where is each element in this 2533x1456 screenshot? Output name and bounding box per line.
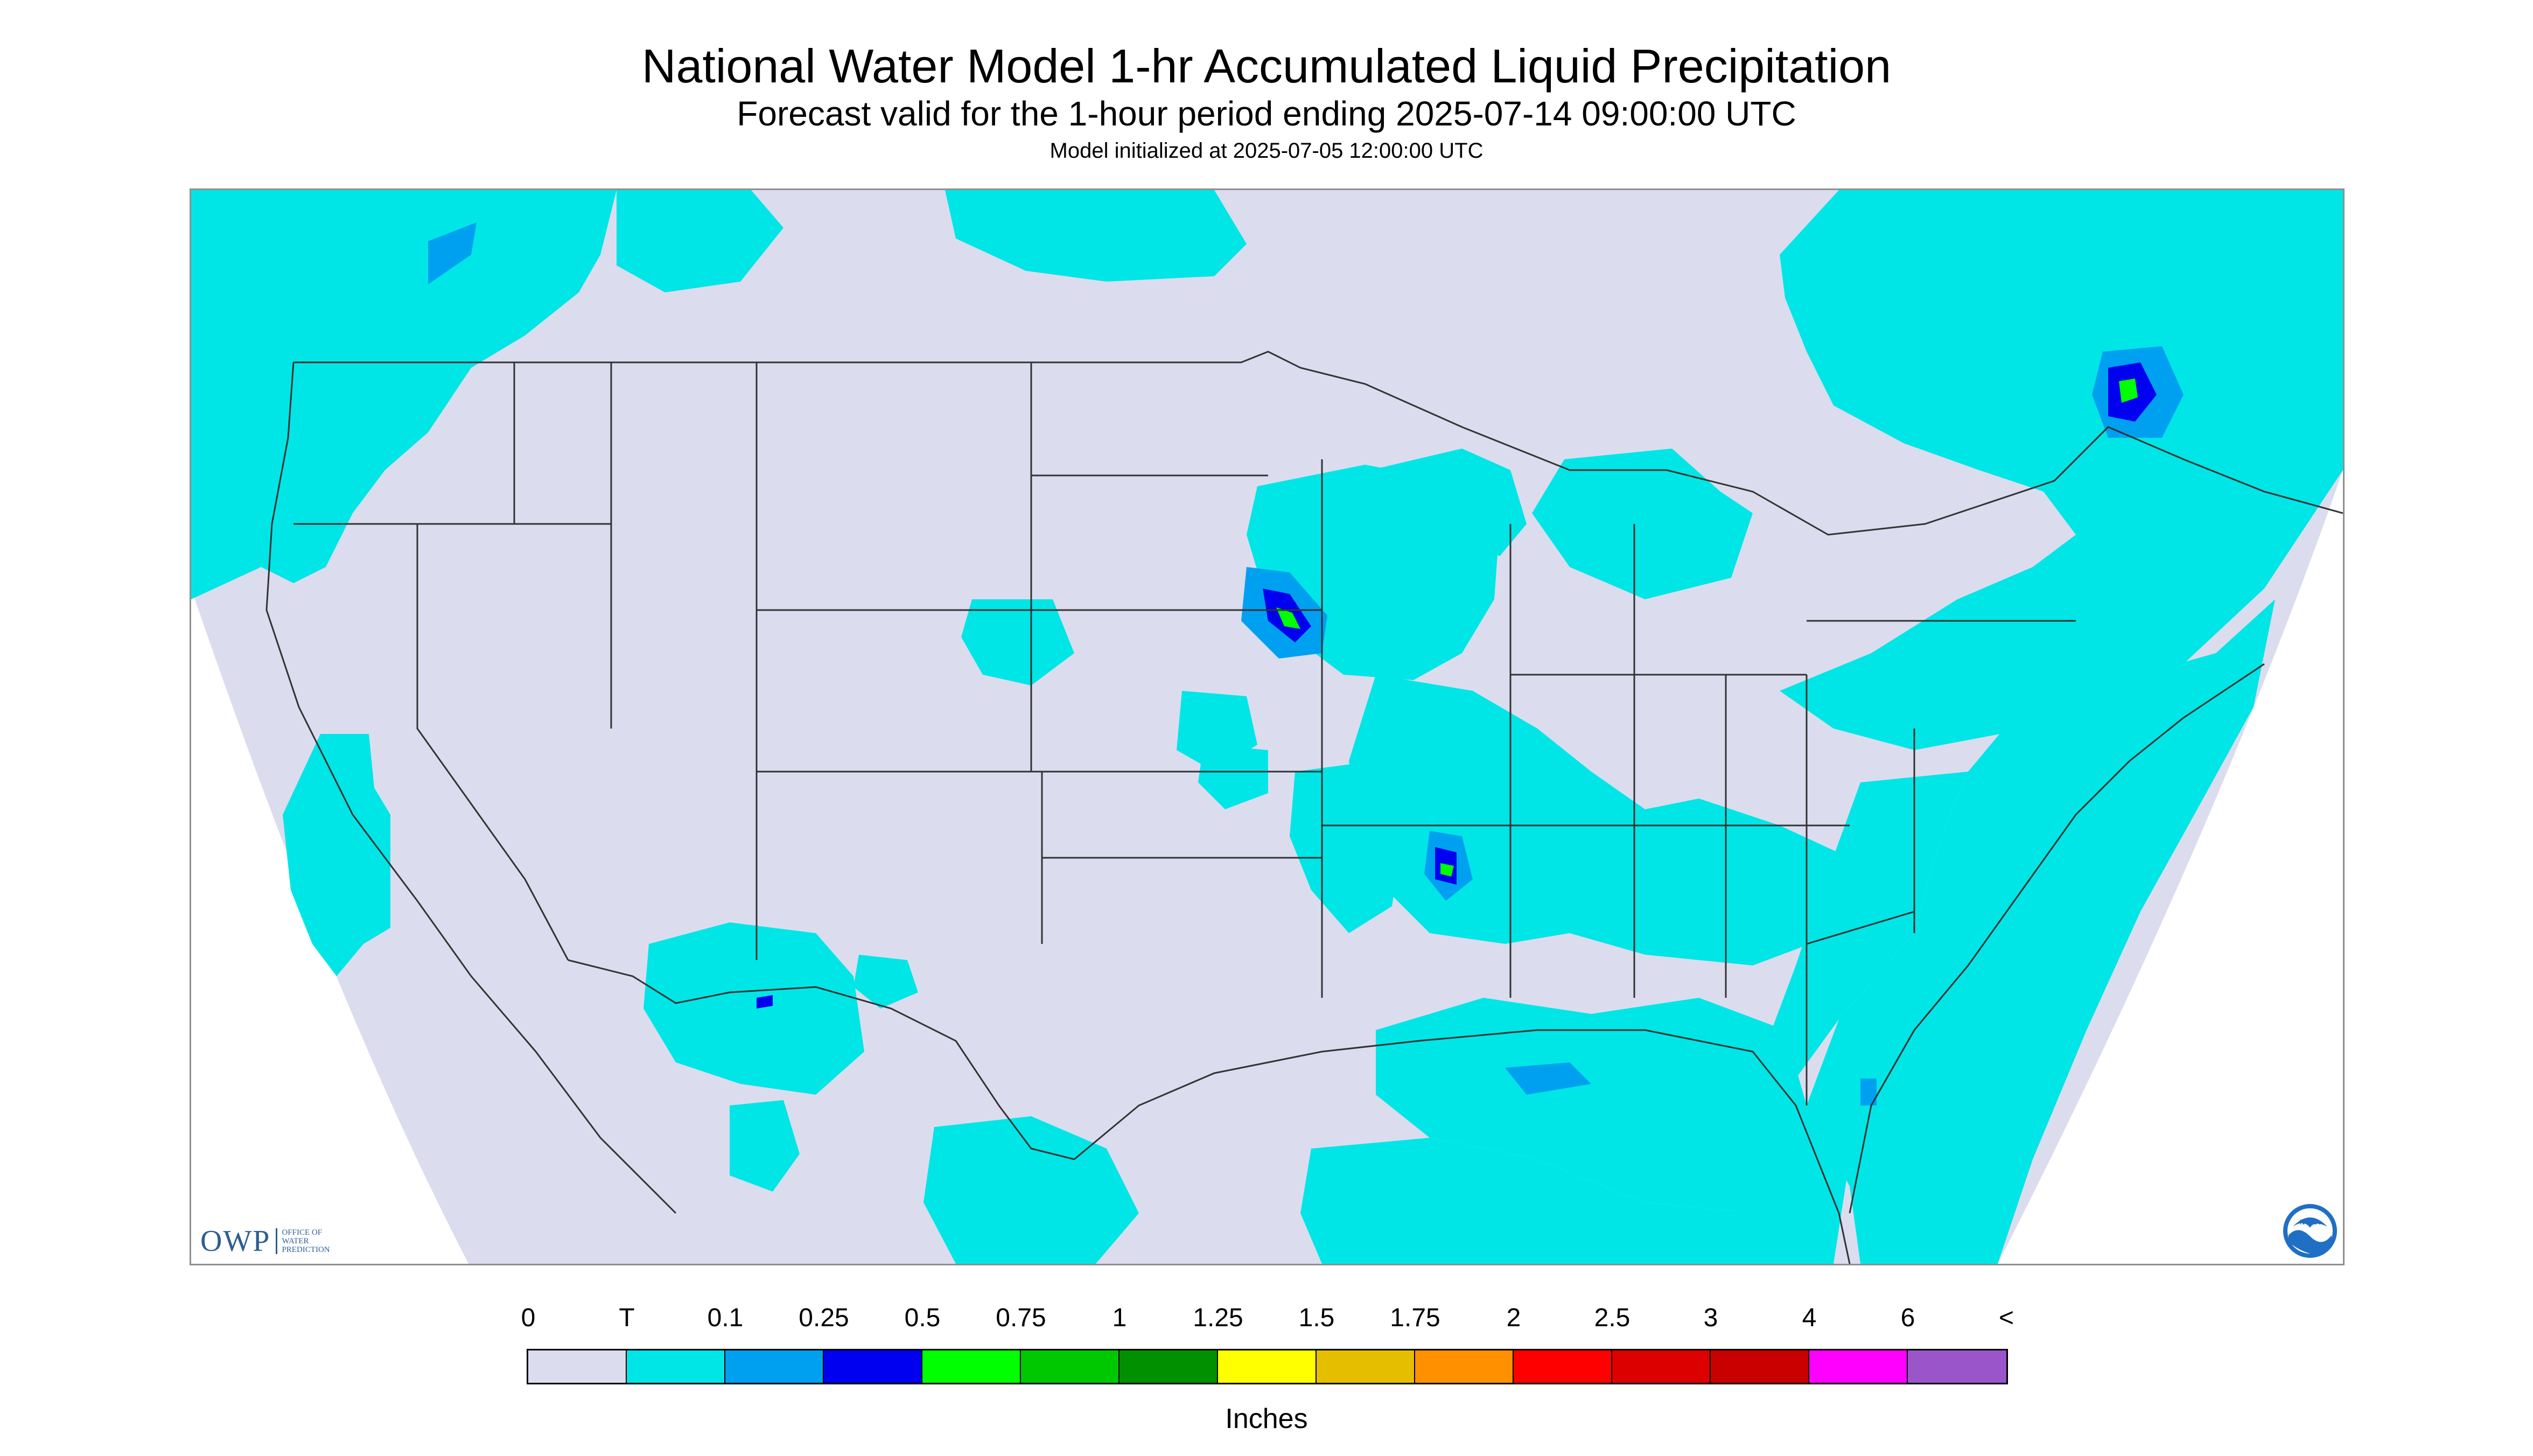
owp-sub-line: OFFICE OF xyxy=(282,1228,323,1237)
legend-units: Inches xyxy=(1225,1403,1308,1434)
heavy-rain-areas xyxy=(1276,379,2138,877)
rain-florida xyxy=(1731,1105,1850,1264)
legend-tick-label: 1 xyxy=(1112,1304,1127,1332)
owp-sub-line: WATER xyxy=(282,1237,309,1245)
rain-wisconsin xyxy=(1370,449,1527,556)
state-lines-west xyxy=(293,362,1032,961)
rain-mexico-central xyxy=(923,1116,1139,1264)
legend-tick-label: 1.5 xyxy=(1298,1304,1335,1332)
rain-canada-central xyxy=(945,190,1247,282)
legend-swatch xyxy=(1021,1350,1119,1383)
rain-kansas-cells xyxy=(1198,745,1268,809)
rain-great-lakes xyxy=(1532,449,1753,599)
legend-swatch xyxy=(1514,1350,1612,1383)
rain-05-arizona xyxy=(757,995,773,1009)
rain-colorado-cells xyxy=(961,599,1074,685)
legend-swatch xyxy=(824,1350,922,1383)
rain-bc-north xyxy=(617,190,783,292)
legend-tick-label: 2 xyxy=(1506,1304,1521,1332)
rain-areas xyxy=(191,190,2343,1264)
legend-swatch xyxy=(1415,1350,1514,1383)
rain-arkansas xyxy=(1290,761,1403,933)
owp-logo-text: OWP xyxy=(200,1224,271,1258)
legend-tick-label: 0.75 xyxy=(996,1304,1046,1332)
legend-tick-label: 0 xyxy=(521,1304,536,1332)
rain-075-iowa xyxy=(1276,607,1300,629)
legend-swatch xyxy=(1809,1350,1908,1383)
owp-logo-subtitle: OFFICE OF WATER PREDICTION xyxy=(276,1228,330,1254)
rain-california-coast xyxy=(283,734,390,976)
legend-colorbar xyxy=(527,1349,2008,1384)
owp-logo: OWP OFFICE OF WATER PREDICTION xyxy=(200,1222,330,1260)
legend-tick-label: 0.1 xyxy=(707,1304,744,1332)
legend-labels: 0 T 0.1 0.25 0.5 0.75 1 1.25 1.5 1.75 2 2.5 3 4 6 < xyxy=(0,1303,2533,1341)
legend-tick-label: < xyxy=(1998,1304,2014,1332)
map-subtitle: Forecast valid for the 1-hour period end… xyxy=(737,94,1796,133)
map-canvas xyxy=(191,190,2343,1264)
rain-east-coast xyxy=(1764,772,1968,1079)
rain-075-arkansas xyxy=(1440,863,1454,877)
rain-atlantic xyxy=(1807,599,2275,1264)
legend-tick-label: 2.5 xyxy=(1594,1304,1631,1332)
rain-gulf-coast xyxy=(1376,998,1807,1213)
legend-swatch xyxy=(1711,1350,1809,1383)
state-lines-east xyxy=(1509,524,2076,1105)
legend-tick-label: 0.5 xyxy=(904,1304,941,1332)
map-title: National Water Model 1-hr Accumulated Li… xyxy=(641,39,1892,93)
rain-075-quebec xyxy=(2119,379,2138,403)
legend-swatch xyxy=(1119,1350,1218,1383)
legend-tick-label: T xyxy=(619,1304,635,1332)
legend-tick-label: 3 xyxy=(1703,1304,1718,1332)
rain-gulf-south xyxy=(1300,1138,1807,1264)
legend-tick-label: 0.25 xyxy=(799,1304,849,1332)
legend-tick-label: 1.75 xyxy=(1390,1304,1440,1332)
us-mexico-border xyxy=(568,959,1075,1160)
rain-025-bc xyxy=(428,222,477,284)
legend-swatch xyxy=(627,1350,725,1383)
coastline-atlantic xyxy=(1849,663,2265,1214)
legend-swatch xyxy=(1218,1350,1317,1383)
legend-swatch xyxy=(1317,1350,1415,1383)
us-canada-border xyxy=(293,351,2343,536)
rain-arizona-nm xyxy=(643,922,864,1095)
legend-swatch xyxy=(725,1350,824,1383)
rain-midsouth xyxy=(1349,675,1850,965)
rain-northeast-canada xyxy=(1780,190,2343,750)
legend-swatch xyxy=(528,1350,627,1383)
rain-025-gulf xyxy=(1505,1062,1591,1095)
state-boundaries xyxy=(265,351,2343,1264)
coastline-gulf xyxy=(1074,1029,1851,1264)
legend-swatch xyxy=(1908,1350,2006,1383)
legend-tick-label: 1.25 xyxy=(1193,1304,1243,1332)
model-init-line: Model initialized at 2025-07-05 12:00:00… xyxy=(1049,139,1484,163)
rain-tx-nm-cells xyxy=(853,955,918,1009)
noaa-logo-icon: NOAA xyxy=(2283,1204,2337,1258)
owp-sub-line: PREDICTION xyxy=(282,1245,330,1254)
rain-sonora xyxy=(730,1100,800,1192)
state-lines-central xyxy=(1031,459,1510,998)
coastline-pacific xyxy=(265,362,677,1214)
legend-tick-label: 6 xyxy=(1900,1304,1915,1332)
legend-swatch xyxy=(922,1350,1021,1383)
legend-swatch xyxy=(1612,1350,1711,1383)
precipitation-map xyxy=(190,188,2345,1265)
rain-025-florida xyxy=(1860,1079,1877,1105)
rain-pacific-nw xyxy=(191,190,617,599)
noaa-logo-text: NOAA xyxy=(2300,1218,2321,1226)
legend-tick-label: 4 xyxy=(1802,1304,1817,1332)
